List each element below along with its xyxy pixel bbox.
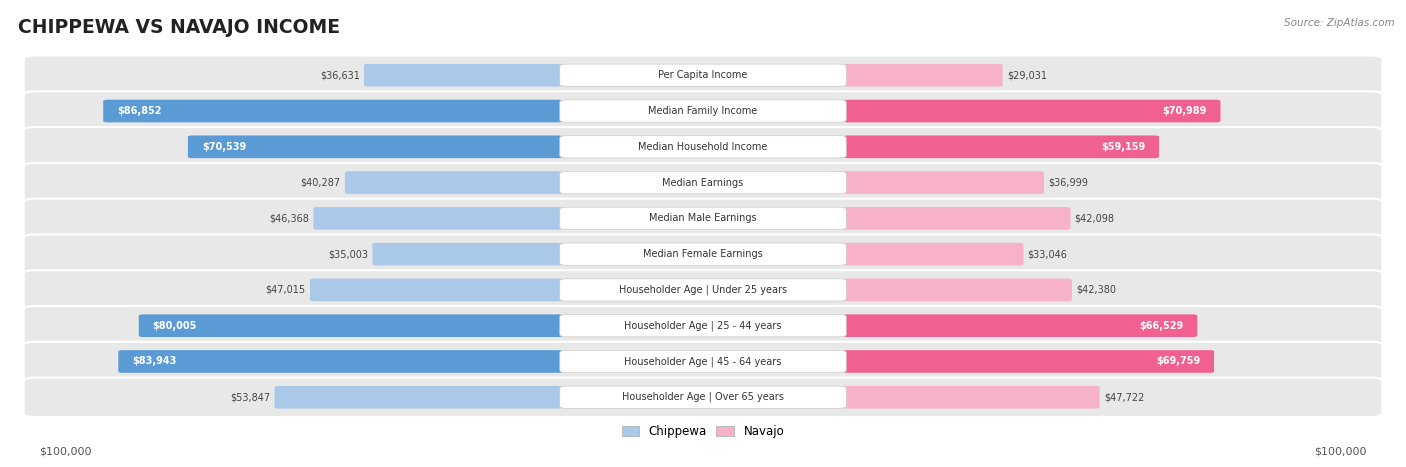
Text: $100,000: $100,000 xyxy=(39,446,91,456)
Text: $80,005: $80,005 xyxy=(153,321,197,331)
FancyBboxPatch shape xyxy=(560,100,846,122)
Text: $40,287: $40,287 xyxy=(301,177,340,188)
FancyBboxPatch shape xyxy=(560,171,846,194)
FancyBboxPatch shape xyxy=(560,279,846,301)
Text: $46,368: $46,368 xyxy=(270,213,309,223)
FancyBboxPatch shape xyxy=(844,64,1002,86)
FancyBboxPatch shape xyxy=(24,163,1382,202)
Text: $66,529: $66,529 xyxy=(1139,321,1184,331)
Text: $42,098: $42,098 xyxy=(1074,213,1115,223)
FancyBboxPatch shape xyxy=(560,243,846,265)
FancyBboxPatch shape xyxy=(24,342,1382,381)
Text: Median Earnings: Median Earnings xyxy=(662,177,744,188)
Text: $36,631: $36,631 xyxy=(321,70,360,80)
Text: $86,852: $86,852 xyxy=(117,106,162,116)
Text: $42,380: $42,380 xyxy=(1076,285,1116,295)
Text: Householder Age | 25 - 44 years: Householder Age | 25 - 44 years xyxy=(624,320,782,331)
FancyBboxPatch shape xyxy=(844,171,1045,194)
FancyBboxPatch shape xyxy=(314,207,562,230)
Text: CHIPPEWA VS NAVAJO INCOME: CHIPPEWA VS NAVAJO INCOME xyxy=(18,18,340,37)
FancyBboxPatch shape xyxy=(560,350,846,373)
FancyBboxPatch shape xyxy=(24,234,1382,274)
Text: $29,031: $29,031 xyxy=(1007,70,1047,80)
FancyBboxPatch shape xyxy=(311,279,562,301)
FancyBboxPatch shape xyxy=(844,100,1220,122)
FancyBboxPatch shape xyxy=(364,64,562,86)
FancyBboxPatch shape xyxy=(560,136,846,158)
Text: $33,046: $33,046 xyxy=(1028,249,1067,259)
FancyBboxPatch shape xyxy=(560,207,846,229)
Text: Source: ZipAtlas.com: Source: ZipAtlas.com xyxy=(1284,18,1395,28)
FancyBboxPatch shape xyxy=(844,350,1213,373)
FancyBboxPatch shape xyxy=(24,127,1382,167)
Text: $36,999: $36,999 xyxy=(1047,177,1088,188)
FancyBboxPatch shape xyxy=(274,386,562,409)
Text: $100,000: $100,000 xyxy=(1315,446,1367,456)
FancyBboxPatch shape xyxy=(24,198,1382,238)
Text: Median Household Income: Median Household Income xyxy=(638,142,768,152)
Text: Per Capita Income: Per Capita Income xyxy=(658,70,748,80)
FancyBboxPatch shape xyxy=(560,386,846,408)
FancyBboxPatch shape xyxy=(560,315,846,337)
FancyBboxPatch shape xyxy=(24,306,1382,346)
Text: $83,943: $83,943 xyxy=(132,356,177,367)
Text: Median Family Income: Median Family Income xyxy=(648,106,758,116)
FancyBboxPatch shape xyxy=(844,279,1071,301)
FancyBboxPatch shape xyxy=(24,377,1382,417)
Text: $70,989: $70,989 xyxy=(1163,106,1206,116)
Legend: Chippewa, Navajo: Chippewa, Navajo xyxy=(617,421,789,443)
FancyBboxPatch shape xyxy=(844,207,1070,230)
Text: Householder Age | Under 25 years: Householder Age | Under 25 years xyxy=(619,285,787,295)
FancyBboxPatch shape xyxy=(118,350,562,373)
FancyBboxPatch shape xyxy=(373,243,562,265)
FancyBboxPatch shape xyxy=(560,64,846,86)
Text: Median Female Earnings: Median Female Earnings xyxy=(643,249,763,259)
FancyBboxPatch shape xyxy=(844,243,1024,265)
FancyBboxPatch shape xyxy=(844,386,1099,409)
FancyBboxPatch shape xyxy=(344,171,562,194)
FancyBboxPatch shape xyxy=(24,92,1382,131)
Text: Householder Age | Over 65 years: Householder Age | Over 65 years xyxy=(621,392,785,403)
FancyBboxPatch shape xyxy=(24,270,1382,310)
FancyBboxPatch shape xyxy=(103,100,562,122)
Text: $47,722: $47,722 xyxy=(1104,392,1144,402)
FancyBboxPatch shape xyxy=(188,135,562,158)
FancyBboxPatch shape xyxy=(844,135,1159,158)
Text: $70,539: $70,539 xyxy=(202,142,246,152)
FancyBboxPatch shape xyxy=(139,314,562,337)
Text: $69,759: $69,759 xyxy=(1156,356,1201,367)
Text: $47,015: $47,015 xyxy=(266,285,307,295)
FancyBboxPatch shape xyxy=(24,56,1382,95)
Text: Householder Age | 45 - 64 years: Householder Age | 45 - 64 years xyxy=(624,356,782,367)
Text: $35,003: $35,003 xyxy=(328,249,368,259)
FancyBboxPatch shape xyxy=(844,314,1198,337)
Text: $59,159: $59,159 xyxy=(1101,142,1144,152)
Text: $53,847: $53,847 xyxy=(231,392,270,402)
Text: Median Male Earnings: Median Male Earnings xyxy=(650,213,756,223)
